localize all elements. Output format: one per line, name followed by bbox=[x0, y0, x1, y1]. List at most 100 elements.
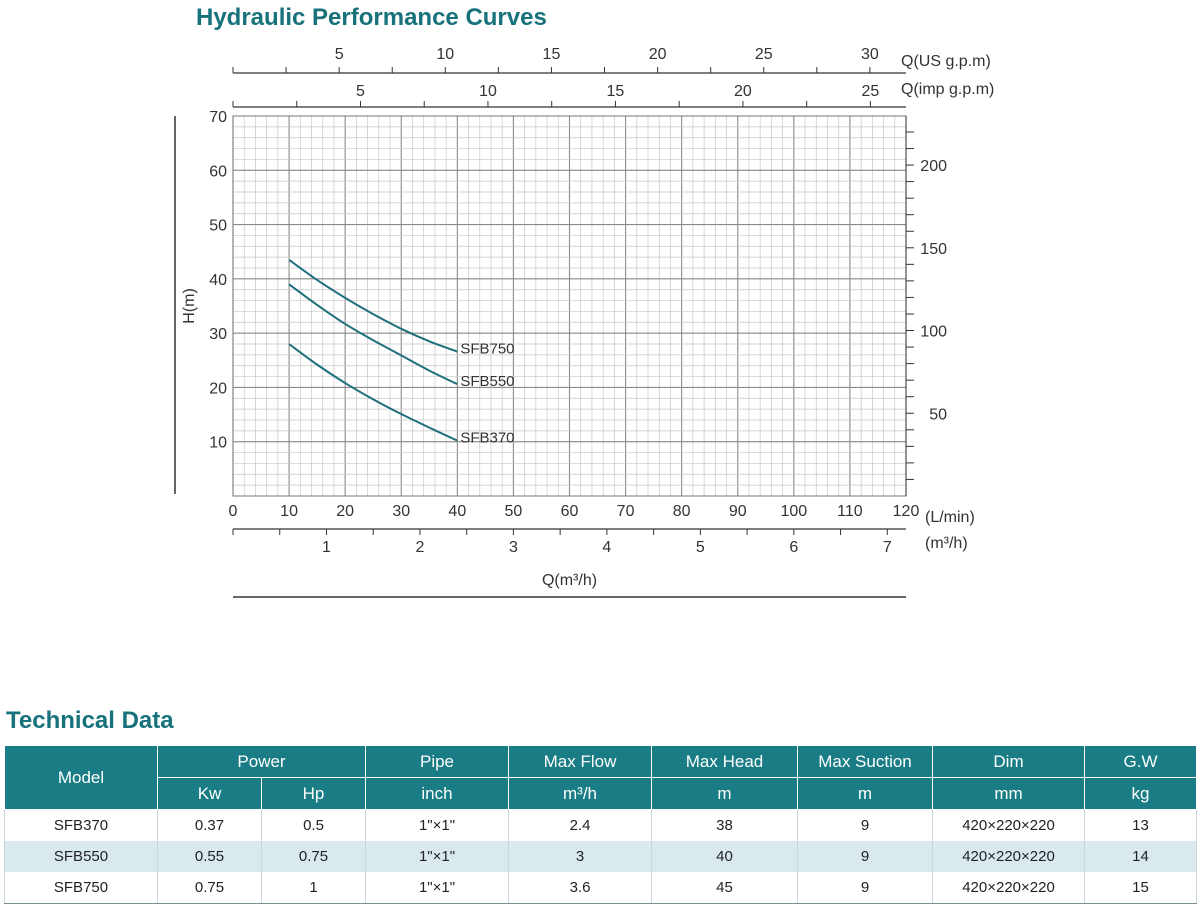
cell-hp: 0.5 bbox=[261, 809, 366, 841]
y-tick-label: 40 bbox=[209, 272, 227, 289]
x-tick-label: 100 bbox=[780, 503, 807, 520]
y-tick-label: 30 bbox=[209, 326, 227, 343]
m3h-tick-label: 3 bbox=[509, 539, 518, 556]
x-tick-label: 40 bbox=[448, 503, 466, 520]
curve-sfb550 bbox=[288, 283, 458, 386]
y-tick-label: 60 bbox=[209, 163, 227, 180]
cell-hp: 0.75 bbox=[261, 841, 366, 872]
performance-chart: 10 20 30 40 50 60 70 H(m) 50 100 150 200 0 10 20 30 40 50… bbox=[174, 46, 994, 598]
imp-gpm-tick-label: 5 bbox=[356, 83, 365, 100]
y-tick-label: 50 bbox=[209, 218, 227, 235]
right-tick-label: 100 bbox=[920, 324, 947, 341]
col-header-gw: G.W bbox=[1084, 745, 1197, 778]
imp-gpm-tick-label: 25 bbox=[862, 83, 880, 100]
x-tick-label: 0 bbox=[229, 503, 238, 520]
col-unit-kw: Kw bbox=[157, 777, 262, 810]
cell-model: SFB750 bbox=[4, 872, 158, 904]
x-axis-label: Q(m³/h) bbox=[542, 572, 597, 589]
cell-suction: 9 bbox=[797, 809, 933, 841]
chart-labels: 10 20 30 40 50 60 70 H(m) 50 100 150 200 0 10 20 30 40 50… bbox=[181, 46, 994, 589]
col-unit-head: m bbox=[651, 777, 798, 810]
x-tick-label: 110 bbox=[837, 503, 863, 520]
cell-gw: 13 bbox=[1084, 809, 1197, 841]
cell-pipe: 1"×1" bbox=[365, 841, 509, 872]
cell-head: 38 bbox=[651, 809, 798, 841]
col-header-pipe: Pipe bbox=[365, 745, 509, 778]
curve-sfb370 bbox=[288, 343, 458, 442]
cell-gw: 14 bbox=[1084, 841, 1197, 872]
cell-dim: 420×220×220 bbox=[932, 809, 1085, 841]
cell-pipe: 1"×1" bbox=[365, 809, 509, 841]
curve-label-sfb370: SFB370 bbox=[460, 430, 514, 447]
us-gpm-tick-label: 5 bbox=[335, 46, 344, 63]
us-gpm-tick-label: 15 bbox=[543, 46, 561, 63]
right-tick-label: 150 bbox=[920, 241, 947, 258]
x-tick-label: 50 bbox=[505, 503, 523, 520]
m3h-tick-label: 2 bbox=[415, 539, 424, 556]
col-unit-hp: Hp bbox=[261, 777, 366, 810]
col-header-max-head: Max Head bbox=[651, 745, 798, 778]
chart-curves bbox=[288, 259, 458, 442]
cell-gw: 15 bbox=[1084, 872, 1197, 904]
cell-kw: 0.75 bbox=[157, 872, 262, 904]
curve-label-sfb750: SFB750 bbox=[460, 341, 514, 358]
x-tick-label: 20 bbox=[336, 503, 354, 520]
col-unit-dim: mm bbox=[932, 777, 1085, 810]
col-header-power: Power bbox=[157, 745, 366, 778]
curve-label-sfb550: SFB550 bbox=[460, 373, 514, 390]
col-header-max-flow: Max Flow bbox=[508, 745, 652, 778]
cell-model: SFB550 bbox=[4, 841, 158, 872]
cell-dim: 420×220×220 bbox=[932, 841, 1085, 872]
chart-axes bbox=[174, 67, 914, 598]
us-gpm-tick-label: 25 bbox=[755, 46, 773, 63]
col-unit-flow: m³/h bbox=[508, 777, 652, 810]
x-tick-label: 70 bbox=[617, 503, 635, 520]
cell-flow: 3 bbox=[508, 841, 652, 872]
imp-gpm-tick-label: 10 bbox=[479, 83, 497, 100]
x-unit-lmin: (L/min) bbox=[925, 509, 975, 526]
x-tick-label: 90 bbox=[729, 503, 747, 520]
y-tick-label: 70 bbox=[209, 109, 227, 126]
right-tick-label: 50 bbox=[929, 406, 947, 423]
col-header-max-suction: Max Suction bbox=[797, 745, 933, 778]
col-unit-suction: m bbox=[797, 777, 933, 810]
technical-data-table: Model Power Pipe Max Flow Max Head Max S… bbox=[4, 745, 1197, 904]
imp-gpm-tick-label: 20 bbox=[734, 83, 752, 100]
cell-pipe: 1"×1" bbox=[365, 872, 509, 904]
col-unit-gw: kg bbox=[1084, 777, 1197, 810]
us-gpm-tick-label: 20 bbox=[649, 46, 667, 63]
cell-flow: 3.6 bbox=[508, 872, 652, 904]
col-header-dim: Dim bbox=[932, 745, 1085, 778]
x-tick-label: 10 bbox=[280, 503, 298, 520]
x-tick-label: 80 bbox=[673, 503, 691, 520]
m3h-tick-label: 6 bbox=[789, 539, 798, 556]
m3h-tick-label: 1 bbox=[322, 539, 331, 556]
imp-gpm-unit: Q(imp g.p.m) bbox=[901, 81, 994, 98]
x-unit-m3h: (m³/h) bbox=[925, 535, 968, 552]
cell-model: SFB370 bbox=[4, 809, 158, 841]
col-unit-pipe: inch bbox=[365, 777, 509, 810]
y-axis-label: H(m) bbox=[181, 288, 198, 324]
cell-head: 45 bbox=[651, 872, 798, 904]
table-row: SFB550 0.55 0.75 1"×1" 3 40 9 420×220×22… bbox=[4, 841, 1197, 872]
cell-kw: 0.37 bbox=[157, 809, 262, 841]
cell-suction: 9 bbox=[797, 841, 933, 872]
right-tick-label: 200 bbox=[920, 158, 947, 175]
cell-flow: 2.4 bbox=[508, 809, 652, 841]
y-tick-label: 20 bbox=[209, 380, 227, 397]
us-gpm-unit: Q(US g.p.m) bbox=[901, 53, 991, 70]
chart-title: Hydraulic Performance Curves bbox=[196, 4, 547, 31]
cell-kw: 0.55 bbox=[157, 841, 262, 872]
m3h-tick-label: 5 bbox=[696, 539, 705, 556]
curve-sfb750 bbox=[288, 259, 458, 353]
cell-suction: 9 bbox=[797, 872, 933, 904]
cell-hp: 1 bbox=[261, 872, 366, 904]
us-gpm-tick-label: 10 bbox=[436, 46, 454, 63]
table-row: SFB750 0.75 1 1"×1" 3.6 45 9 420×220×220… bbox=[4, 872, 1197, 904]
chart-grid bbox=[232, 115, 907, 497]
cell-head: 40 bbox=[651, 841, 798, 872]
technical-data-title: Technical Data bbox=[6, 707, 174, 734]
x-tick-label: 30 bbox=[392, 503, 410, 520]
x-tick-label: 60 bbox=[561, 503, 579, 520]
x-tick-label: 120 bbox=[893, 503, 920, 520]
